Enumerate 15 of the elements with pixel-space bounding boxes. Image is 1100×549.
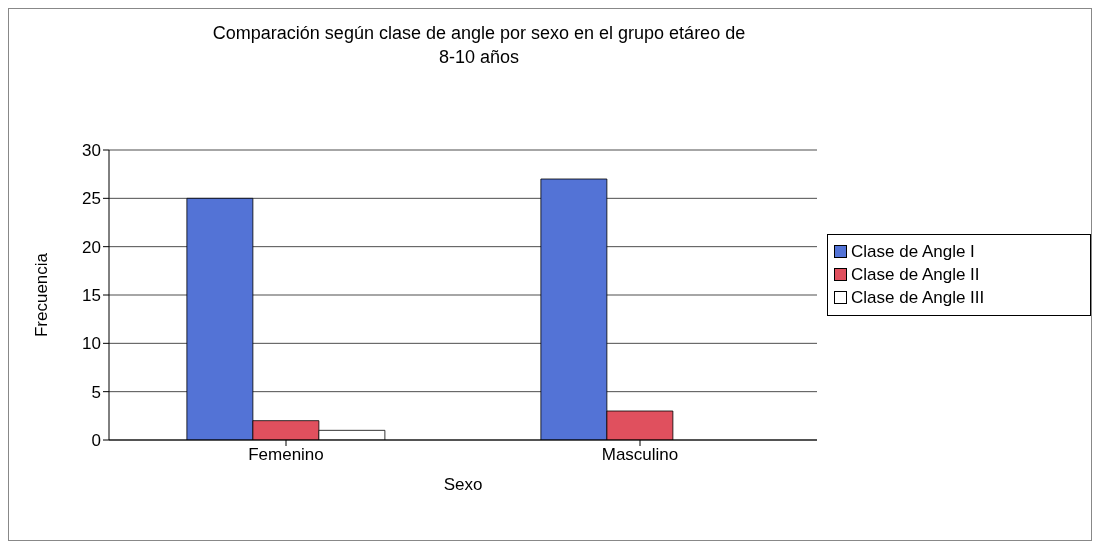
x-axis-title: Sexo bbox=[443, 475, 483, 494]
legend-label: Clase de Angle I bbox=[851, 241, 975, 262]
x-tick-label: Femenino bbox=[248, 445, 324, 465]
y-tick-label: 20 bbox=[82, 237, 101, 257]
y-axis-title: Frecuencia bbox=[32, 252, 52, 338]
y-tick-label: 15 bbox=[82, 286, 101, 306]
chart-title: Comparación según clase de angle por sexo en el grupo etáreo de 8-10 años bbox=[211, 22, 747, 69]
y-tick-label: 5 bbox=[91, 382, 101, 402]
y-tick-label: 0 bbox=[91, 431, 101, 451]
legend-label: Clase de Angle II bbox=[851, 264, 980, 285]
y-tick-label: 30 bbox=[82, 141, 101, 161]
y-tick-label: 25 bbox=[82, 189, 101, 209]
y-tick-label: 10 bbox=[82, 334, 101, 354]
x-tick-label: Masculino bbox=[601, 445, 679, 465]
legend-label: Clase de Angle III bbox=[851, 287, 985, 308]
